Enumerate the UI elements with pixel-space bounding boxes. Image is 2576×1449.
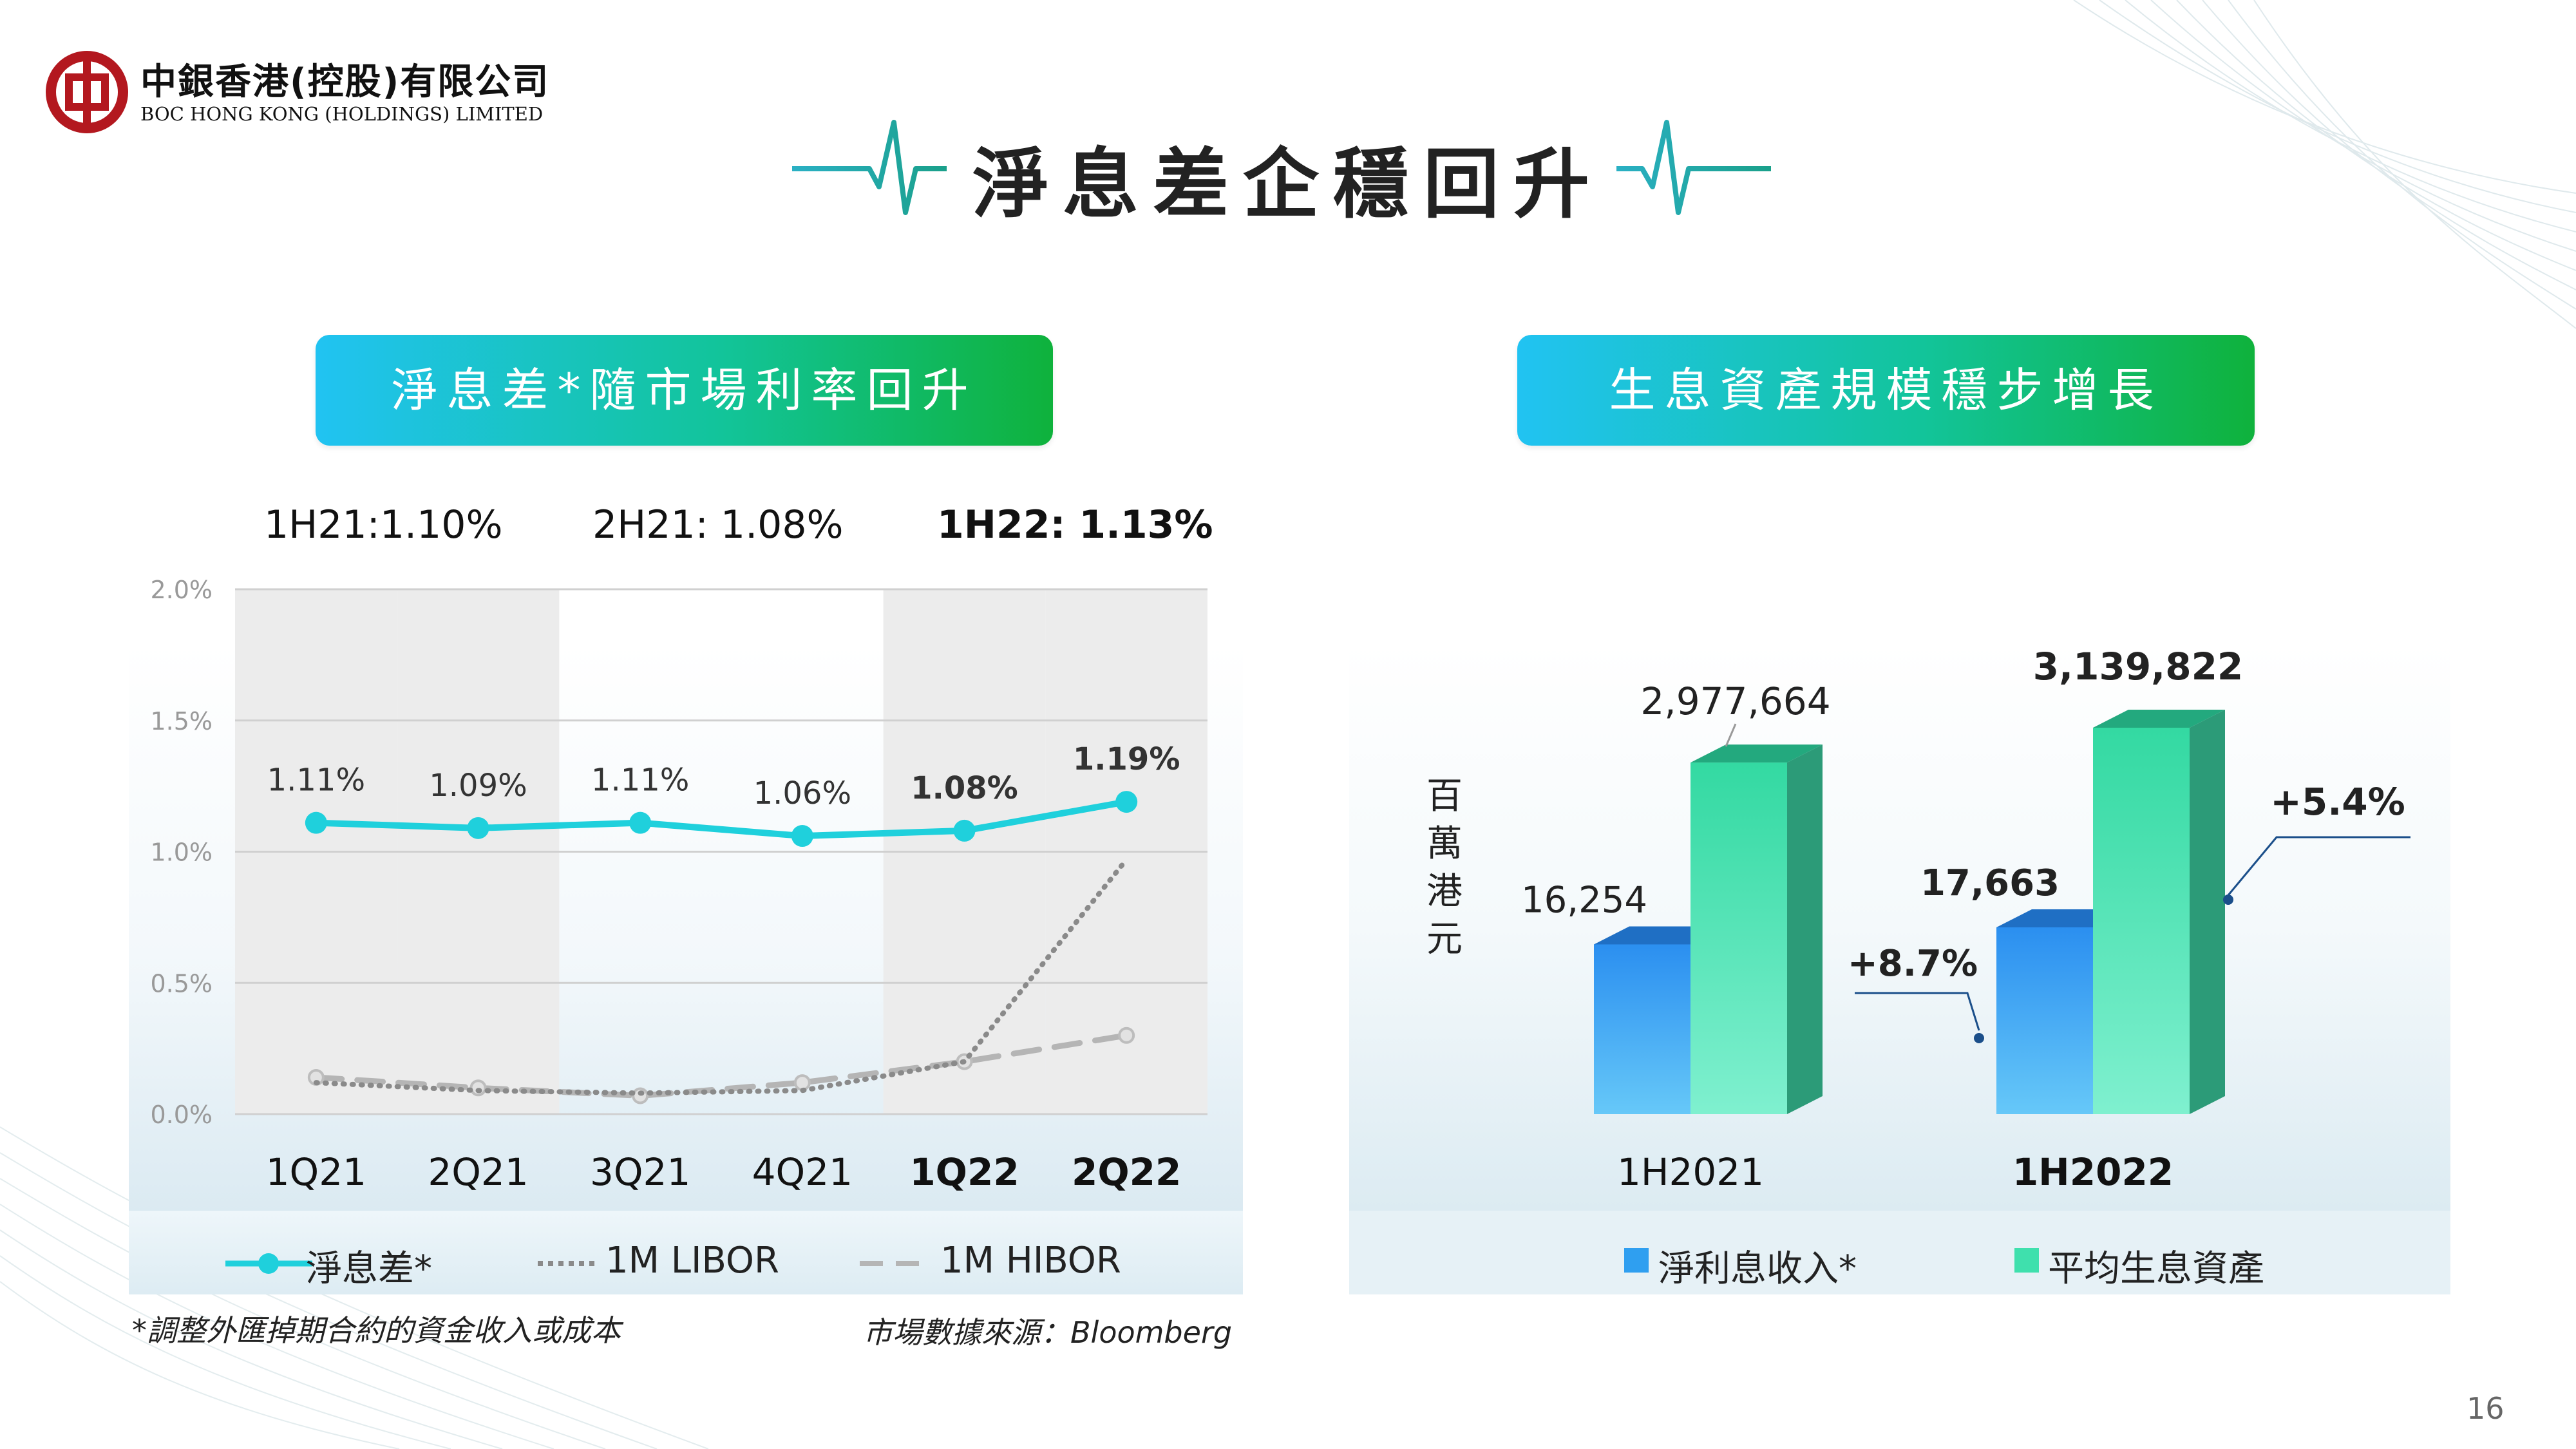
page-number: 16: [2467, 1391, 2505, 1426]
nim-data-label: 1.08%: [911, 770, 1018, 806]
x-tick-label: 3Q21: [590, 1150, 690, 1194]
legend-nim-label: 淨息差*: [306, 1248, 432, 1290]
nim-data-label: 1.19%: [1073, 741, 1180, 777]
company-name-chinese: 中銀香港(控股)有限公司: [140, 61, 550, 103]
series-line-solid: [312, 799, 1130, 840]
annotation-dot: [2223, 895, 2233, 905]
y-tick-label: 0.5%: [150, 969, 213, 998]
pulse-right-icon: [1616, 120, 1771, 215]
nim-data-label: 1.06%: [753, 775, 851, 811]
y-tick-label: 1.5%: [150, 707, 213, 735]
legend-hibor-swatch: [860, 1261, 931, 1266]
assets-bar-side: [1787, 744, 1823, 1114]
period-label-1h22: 1H22: 1.13%: [937, 502, 1213, 547]
x-tick-label: 1Q21: [266, 1150, 366, 1194]
assets-bar: [1690, 762, 1787, 1114]
label-leader-line: [1725, 723, 1737, 747]
nim-point: [467, 817, 489, 839]
nii-value-label: 17,663: [1920, 862, 2060, 904]
legend-nim-swatch: [225, 1253, 312, 1274]
x-tick-label: 4Q21: [752, 1150, 853, 1194]
nim-line-chart: 0.0% 0.5% 1.0% 1.5% 2.0% 1.11% 1.09% 1.11% 1.06…: [129, 576, 1243, 1294]
y-tick-label: 2.0%: [150, 576, 213, 604]
plot-background: [1349, 644, 2450, 1211]
hibor-point: [793, 1074, 811, 1092]
nii-bar: [1594, 944, 1690, 1114]
legend-background: [1349, 1211, 2450, 1294]
nii-bar: [1996, 927, 2093, 1114]
assets-bar-top: [1690, 744, 1823, 763]
x-tick-label: 2Q22: [1072, 1150, 1181, 1194]
assets-value-label: 2,977,664: [1640, 679, 1830, 723]
annotation-leader-line: [2227, 836, 2410, 896]
nim-point: [1115, 791, 1138, 813]
assets-bar-chart: 1H2021 16,254 2,977,664 1H2022 17,663 3,139,8…: [1349, 644, 2450, 1294]
period-label-2h21: 2H21: 1.08%: [592, 502, 844, 547]
assets-section-banner: 生息資產規模穩步增長: [1517, 335, 2255, 446]
pulse-left-icon: [792, 120, 947, 215]
assets-value-label: 3,139,822: [2033, 645, 2244, 688]
decorative-wave-top-right: [2073, 0, 2576, 329]
company-name-english: BOC HONG KONG (HOLDINGS) LIMITED: [140, 103, 544, 125]
legend-libor-swatch: [538, 1261, 596, 1266]
x-tick-label: 1H2021: [1617, 1150, 1764, 1194]
nim-point: [953, 819, 976, 842]
assets-bar-top: [2093, 710, 2225, 728]
unit-label: 百萬港元: [1426, 775, 1463, 960]
annotation-leader-line: [1855, 992, 1980, 1031]
boc-logo-icon: [46, 51, 128, 133]
legend-assets-swatch: [2014, 1248, 2039, 1273]
assets-bar-side: [2190, 710, 2225, 1114]
nim-section-banner: 淨息差*隨市場利率回升: [316, 335, 1053, 446]
legend-nii-swatch: [1624, 1248, 1649, 1273]
y-tick-label: 1.0%: [150, 838, 213, 867]
nim-point: [629, 811, 652, 834]
y-tick-label: 0.0%: [150, 1101, 213, 1129]
x-tick-label: 1Q22: [909, 1150, 1019, 1194]
nii-growth-annotation: +8.7%: [1848, 943, 1978, 985]
legend-nii-label: 淨利息收入*: [1658, 1248, 1857, 1290]
hibor-point: [1118, 1027, 1135, 1044]
nim-data-label: 1.09%: [429, 768, 527, 804]
period-label-1h21: 1H21:1.10%: [264, 502, 503, 547]
x-tick-label: 1H2022: [2012, 1150, 2174, 1194]
nim-point: [305, 811, 327, 834]
assets-growth-annotation: +5.4%: [2270, 780, 2405, 824]
nim-data-label: 1.11%: [591, 762, 689, 799]
series-line-dotted: [313, 857, 1130, 1096]
nii-value-label: 16,254: [1521, 879, 1647, 921]
nim-data-label: 1.11%: [267, 762, 365, 799]
legend-assets-label: 平均生息資產: [2048, 1248, 2264, 1290]
footnote: *調整外匯掉期合約的資金收入或成本: [132, 1313, 621, 1348]
x-tick-label: 2Q21: [428, 1150, 528, 1194]
assets-bar: [2093, 728, 2190, 1114]
page-title: 淨息差企穩回升: [972, 140, 1604, 229]
annotation-dot: [1974, 1033, 1984, 1043]
legend-background: [129, 1211, 1243, 1294]
legend-hibor-label: 1M HIBOR: [940, 1240, 1121, 1282]
legend-libor-label: 1M LIBOR: [605, 1240, 779, 1282]
series-line-dashed: [313, 1032, 1130, 1099]
data-source: 市場數據來源：Bloomberg: [863, 1315, 1233, 1350]
nim-point: [791, 825, 813, 848]
